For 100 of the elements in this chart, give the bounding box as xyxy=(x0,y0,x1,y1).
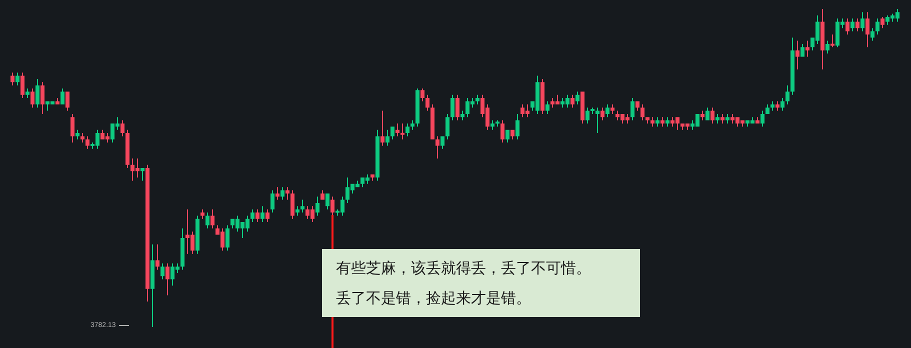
candlestick xyxy=(30,88,34,108)
candlestick xyxy=(860,12,864,32)
candlestick xyxy=(36,78,40,108)
candlestick xyxy=(726,114,730,124)
candlestick xyxy=(160,263,164,280)
candlestick xyxy=(76,130,80,140)
candlestick xyxy=(456,94,460,120)
candlestick xyxy=(420,88,424,102)
candlestick xyxy=(880,16,884,28)
candlestick xyxy=(516,114,520,140)
candlestick xyxy=(630,98,634,120)
candlestick xyxy=(546,101,550,114)
candlestick xyxy=(866,12,870,48)
candlestick xyxy=(776,101,780,111)
candlestick xyxy=(666,117,670,127)
candlestick xyxy=(756,117,760,124)
candlestick xyxy=(436,136,440,158)
candlestick xyxy=(296,206,300,216)
candlestick xyxy=(380,110,384,146)
candlestick xyxy=(370,174,374,181)
candlestick xyxy=(600,108,604,120)
annotation: 有些芝麻，该丢就得丢，丢了不可惜。 xyxy=(336,258,592,279)
candlestick xyxy=(386,130,390,146)
candlestick xyxy=(270,190,274,213)
candlestick xyxy=(710,108,714,124)
candlestick xyxy=(256,209,260,222)
candlestick xyxy=(780,98,784,111)
candlestick xyxy=(766,104,770,114)
candlestick xyxy=(10,72,14,86)
candlestick xyxy=(790,38,794,95)
candlestick xyxy=(320,190,324,200)
candlestick xyxy=(390,126,394,140)
candlestick xyxy=(796,40,800,70)
candlestick xyxy=(226,225,230,251)
candlestick xyxy=(700,110,704,120)
candlestick xyxy=(20,72,24,98)
candlestick xyxy=(86,136,90,149)
candlestick xyxy=(876,18,880,34)
candlestick xyxy=(290,190,294,219)
candlestick xyxy=(376,130,380,181)
candlestick xyxy=(440,136,444,149)
candlestick xyxy=(770,101,774,111)
candlestick xyxy=(596,108,600,134)
candlestick xyxy=(426,94,430,111)
candlestick xyxy=(850,18,854,32)
candlestick xyxy=(56,98,60,104)
candlestick xyxy=(646,117,650,124)
candlestick xyxy=(576,92,580,104)
candlestick xyxy=(786,85,790,104)
candlestick xyxy=(430,104,434,140)
candlestick xyxy=(826,40,830,54)
candlestick xyxy=(580,92,584,124)
candlestick xyxy=(180,228,184,270)
candlestick xyxy=(570,94,574,108)
candlestick xyxy=(300,200,304,213)
candlestick xyxy=(656,117,660,127)
candlestick xyxy=(66,92,70,111)
candlestick xyxy=(210,209,214,228)
candlestick xyxy=(266,209,270,222)
candlestick xyxy=(450,94,454,120)
candlestick xyxy=(806,40,810,57)
candlestick xyxy=(406,123,410,136)
candlestick xyxy=(16,72,20,86)
candlestick xyxy=(260,206,264,222)
candlestick xyxy=(760,110,764,127)
candlestick xyxy=(326,193,330,210)
candlestick xyxy=(250,209,254,222)
candlestick xyxy=(410,120,414,130)
candlestick xyxy=(316,196,320,216)
candlestick xyxy=(400,123,404,140)
candlestick xyxy=(586,108,590,124)
candlestick xyxy=(650,117,654,127)
candlestick xyxy=(200,209,204,219)
candlestick xyxy=(716,114,720,124)
candlestick xyxy=(286,187,290,200)
note-box: 有些芝麻，该丢就得丢，丢了不可惜。 丢了不是错，捡起来才是错。 xyxy=(322,249,640,317)
candlestick xyxy=(140,168,144,181)
candlestick xyxy=(610,104,614,114)
candlestick xyxy=(870,28,874,41)
candlestick xyxy=(120,120,124,136)
candlestick xyxy=(60,88,64,104)
candlestick xyxy=(396,123,400,136)
candlestick xyxy=(126,130,130,168)
candlestick xyxy=(40,82,44,114)
candlestick xyxy=(510,130,514,140)
candlestick xyxy=(640,104,644,120)
candlestick xyxy=(540,78,544,114)
candlestick xyxy=(490,120,494,130)
candlestick xyxy=(846,18,850,34)
annotation: 丢了不是错，捡起来才是错。 xyxy=(336,288,532,309)
candlestick xyxy=(476,94,480,104)
candlestick xyxy=(856,18,860,32)
candlestick xyxy=(156,244,160,270)
candlestick xyxy=(330,196,334,216)
candlestick xyxy=(146,164,150,302)
candlestick xyxy=(590,108,594,114)
candlestick xyxy=(196,216,200,254)
candlestick xyxy=(720,114,724,124)
candlestick xyxy=(280,187,284,200)
candlestick xyxy=(506,130,510,143)
